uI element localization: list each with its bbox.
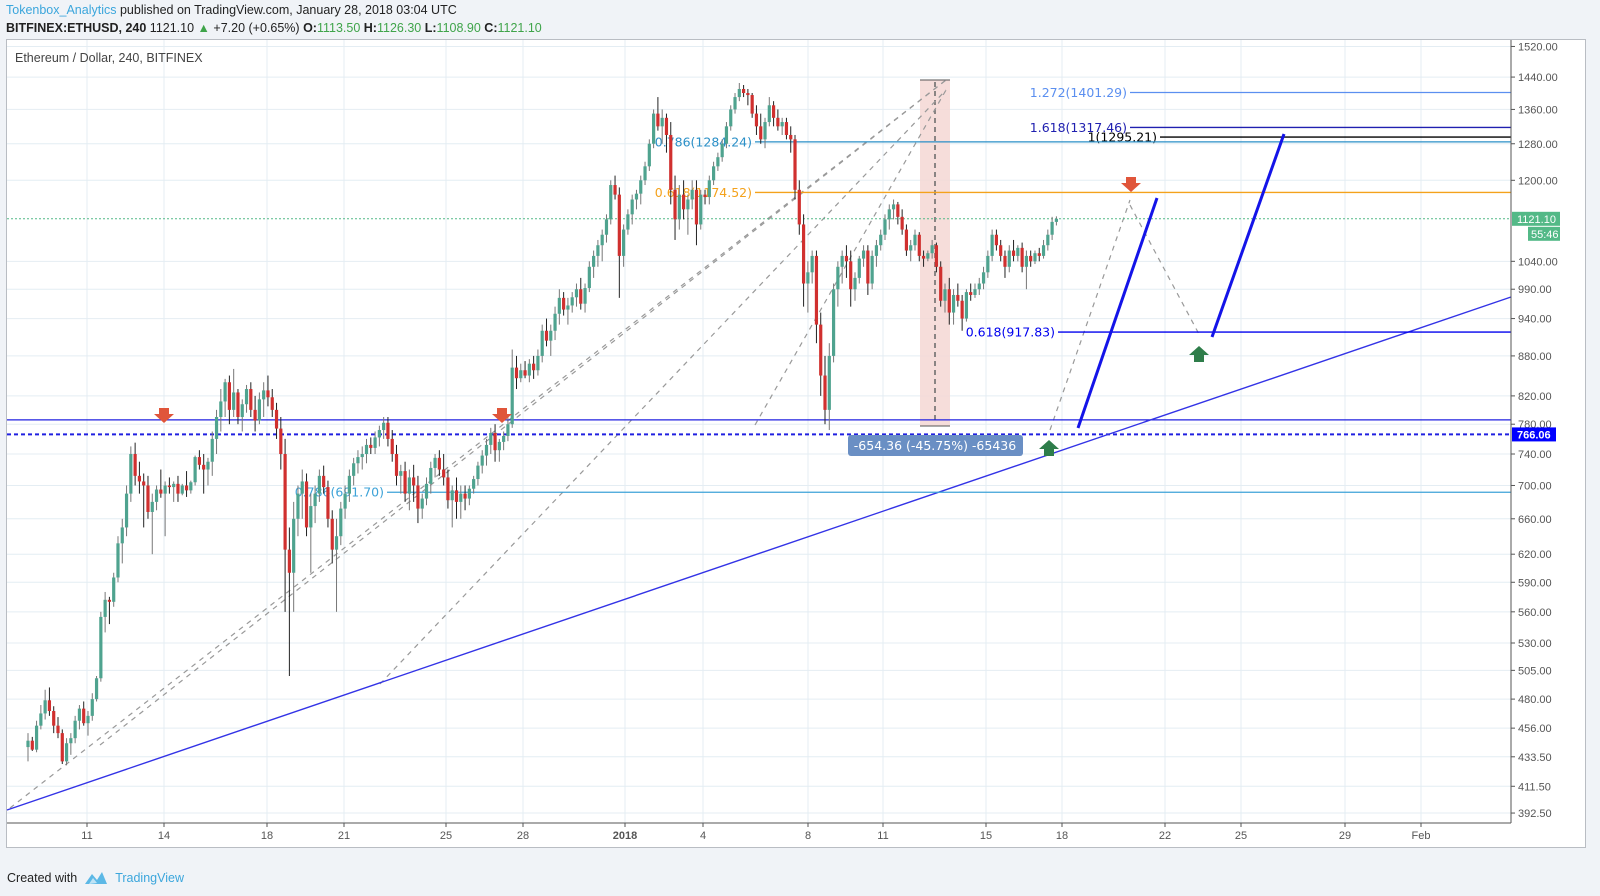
price-tick: 505.00 [1518,665,1552,677]
up-triangle-icon: ▲ [197,21,210,35]
publish-info: Tokenbox_Analytics published on TradingV… [6,3,457,17]
fib-level-label: 0.618(917.83) [966,325,1055,340]
price-axis[interactable]: 1520.00 1440.00 1360.00 1280.00 1200.00 1040.… [1510,40,1560,823]
price-tick: 940.00 [1518,314,1552,326]
time-tick: 15 [980,830,992,842]
candles [26,82,1058,766]
price-tick: 990.00 [1518,284,1552,296]
price-tick: 660.00 [1518,514,1552,526]
price-tick: 1520.00 [1518,41,1558,53]
price-tick: 1200.00 [1518,175,1558,187]
price-tick: 740.00 [1518,449,1552,461]
price-tick: 620.00 [1518,549,1552,561]
bar-countdown: 55:46 [1531,229,1559,241]
price-tick: 530.00 [1518,638,1552,650]
high-label: H: [363,21,377,35]
time-tick: 11 [877,830,888,842]
price-tick: 880.00 [1518,351,1552,363]
price-tick: 820.00 [1518,391,1552,403]
time-tick: 2018 [613,830,637,842]
price-tick: 1360.00 [1518,104,1558,116]
time-tick: 21 [338,830,350,842]
time-tick: 8 [805,830,811,842]
drawings-back: 1.272(1401.29) 1.618(1317.46)1(1295.21) 0.… [6,79,1512,811]
price-tick: 1280.00 [1518,139,1558,151]
price-tick: 590.00 [1518,577,1552,589]
published-text: published on TradingView.com, January 28… [116,3,457,17]
low-label: L: [424,21,437,35]
low-value: 1108.90 [436,21,481,35]
open-label: O: [303,21,317,35]
last-price: 1121.10 [149,21,195,35]
close-value: 1121.10 [497,21,542,35]
measure-label: -654.36 (-45.75%) -65436 [854,438,1016,453]
open-value: 1113.50 [316,21,361,35]
fib-level-label: 1.618(1317.46) [1030,120,1127,135]
time-tick: 18 [261,830,273,842]
time-tick: 29 [1339,830,1351,842]
change: +7.20 (+0.65%) [213,21,300,35]
time-tick: 14 [158,830,170,842]
time-tick: 22 [1159,830,1171,842]
price-tick: 392.50 [1518,808,1552,820]
time-tick: 25 [1235,830,1247,842]
fib-level-label: 1(1295.21) [1088,130,1157,145]
price-tick: 1040.00 [1518,256,1558,268]
fib-level-label: 0.786(691.70) [295,485,384,500]
price-tick: 433.50 [1518,752,1552,764]
time-tick: 4 [700,830,706,842]
down-arrow-icon [1121,177,1141,192]
price-tick: 480.00 [1518,694,1552,706]
drawings-front: -654.36 (-45.75%) -65436 [154,133,1286,456]
time-tick: 18 [1056,830,1068,842]
time-tick: Feb [1412,830,1431,842]
ohlc-bar: BITFINEX:ETHUSD, 240 1121.10 ▲ +7.20 (+0… [6,21,542,35]
chart-legend: Ethereum / Dollar, 240, BITFINEX [15,51,203,65]
price-tick: 456.00 [1518,723,1552,735]
up-arrow-icon [1039,440,1059,456]
footer: Created with TradingView [7,870,184,886]
publisher-link[interactable]: Tokenbox_Analytics [6,3,117,17]
created-with-label: Created with [7,871,78,885]
tradingview-link[interactable]: TradingView [115,871,184,885]
close-label: C: [484,21,498,35]
tradingview-logo-icon [85,872,108,884]
symbol: BITFINEX:ETHUSD, 240 [6,21,147,35]
down-arrow-icon [492,408,512,423]
time-tick: 28 [517,830,529,842]
price-tick: 411.50 [1518,781,1551,793]
last-price-label: 1121.10 [1517,214,1556,226]
fib-level-label: 1.272(1401.29) [1030,85,1127,100]
up-arrow-icon [1189,346,1209,362]
time-tick: 11 [81,830,92,842]
price-tick: 1440.00 [1518,72,1558,84]
time-axis[interactable]: 11 14 18 21 25 28 2018 4 8 11 15 18 22 25 29 Feb [7,822,1511,842]
grid [7,40,1511,823]
down-arrow-icon [154,408,174,423]
level-price-label: 766.06 [1517,429,1551,441]
time-tick: 25 [440,830,452,842]
price-tick: 700.00 [1518,480,1552,492]
price-tick: 560.00 [1518,607,1552,619]
high-value: 1126.30 [376,21,422,35]
